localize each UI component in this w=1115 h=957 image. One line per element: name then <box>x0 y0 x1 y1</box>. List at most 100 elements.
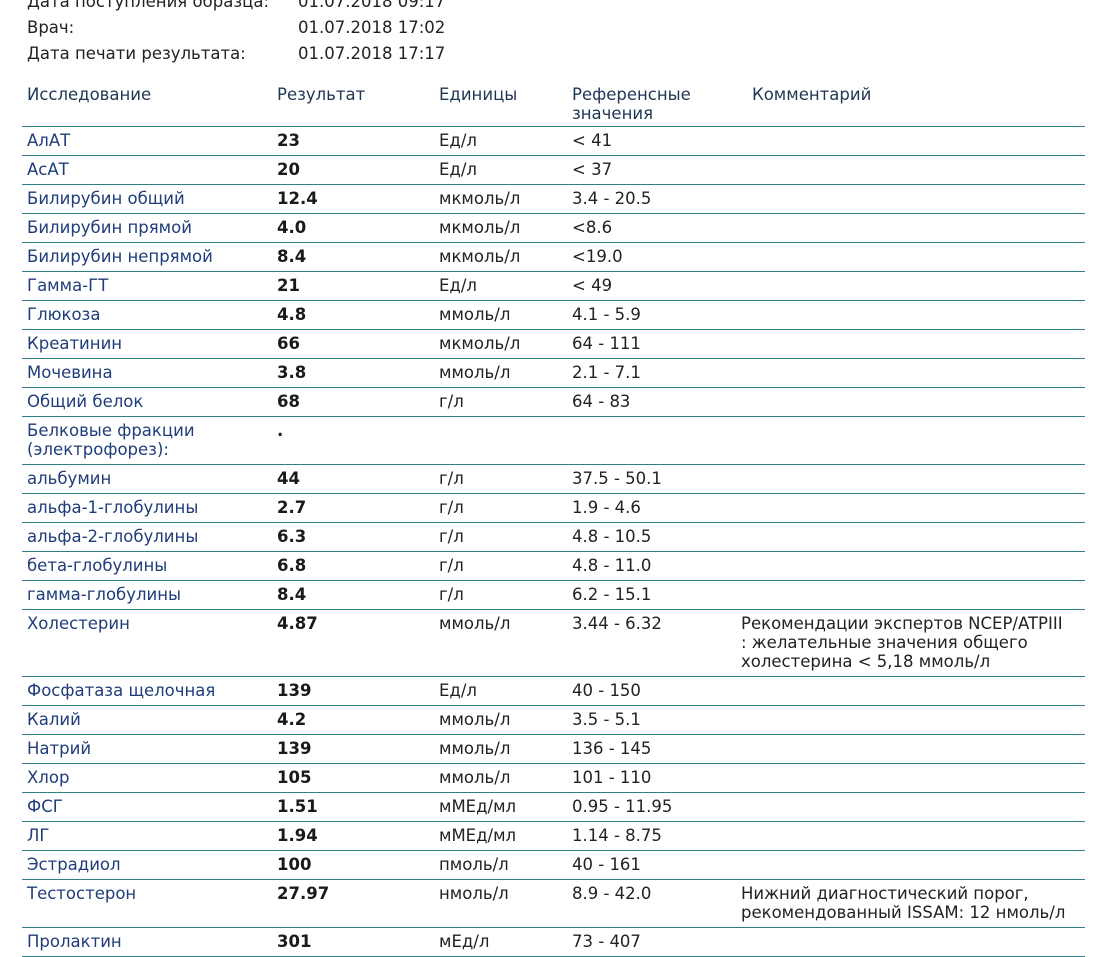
comment-cell <box>741 850 1085 880</box>
result-row: Фосфатаза щелочная 139 Ед/л 40 - 150 <box>22 676 1085 706</box>
field-value: 01.07.2018 17:02 <box>298 18 446 37</box>
test-name: Билирубин непрямой <box>22 242 277 272</box>
reference-range: 40 - 161 <box>572 850 741 880</box>
reference-range: 3.5 - 5.1 <box>572 705 741 735</box>
reference-range: 6.2 - 15.1 <box>572 580 741 610</box>
result-row: Хлор 105 ммоль/л 101 - 110 <box>22 763 1085 793</box>
result-value: 105 <box>277 763 439 793</box>
result-row: альфа-2-глобулины 6.3 г/л 4.8 - 10.5 <box>22 522 1085 552</box>
comment-cell <box>741 358 1085 388</box>
reference-range: <8.6 <box>572 213 741 243</box>
result-row: Гамма-ГТ 21 Ед/л < 49 <box>22 271 1085 301</box>
test-name: Тестостерон <box>22 879 277 928</box>
reference-range: 2.1 - 7.1 <box>572 358 741 388</box>
reference-range: 101 - 110 <box>572 763 741 793</box>
result-value: 4.8 <box>277 300 439 330</box>
result-row: Мочевина 3.8 ммоль/л 2.1 - 7.1 <box>22 358 1085 388</box>
test-name: альфа-2-глобулины <box>22 522 277 552</box>
reference-range: 64 - 111 <box>572 329 741 359</box>
result-value: 1.51 <box>277 792 439 822</box>
result-row: ЛГ 1.94 мМЕд/мл 1.14 - 8.75 <box>22 821 1085 851</box>
result-value: 12.4 <box>277 184 439 214</box>
field-label: Дата поступления образца: <box>27 0 269 11</box>
result-value: 139 <box>277 676 439 706</box>
units: ммоль/л <box>439 705 572 735</box>
result-value: 66 <box>277 329 439 359</box>
field-label: Врач: <box>27 18 75 37</box>
reference-range: 40 - 150 <box>572 676 741 706</box>
test-name: альбумин <box>22 464 277 494</box>
result-row: альбумин 44 г/л 37.5 - 50.1 <box>22 464 1085 494</box>
units: мкмоль/л <box>439 329 572 359</box>
result-row: бета-глобулины 6.8 г/л 4.8 - 11.0 <box>22 551 1085 581</box>
result-value: 8.4 <box>277 580 439 610</box>
result-value: 1.94 <box>277 821 439 851</box>
comment-cell <box>741 522 1085 552</box>
comment-cell <box>741 734 1085 764</box>
comment-cell: Нижний диагностический порог, рекомендова… <box>741 879 1085 928</box>
reference-range: 4.8 - 10.5 <box>572 522 741 552</box>
result-row: Билирубин общий 12.4 мкмоль/л 3.4 - 20.5 <box>22 184 1085 214</box>
test-name: Хлор <box>22 763 277 793</box>
units: ммоль/л <box>439 763 572 793</box>
column-header: Референсные значения <box>572 81 741 127</box>
reference-range: 3.44 - 6.32 <box>572 609 741 677</box>
result-row: Креатинин 66 мкмоль/л 64 - 111 <box>22 329 1085 359</box>
reference-range: 4.1 - 5.9 <box>572 300 741 330</box>
field-row: Дата поступления образца: 01.07.2018 09:1… <box>27 0 445 15</box>
field-value: 01.07.2018 17:17 <box>298 44 446 63</box>
comment-cell <box>741 271 1085 301</box>
column-header: Единицы <box>439 81 572 127</box>
field-label: Дата печати результата: <box>27 44 246 63</box>
header-row: Исследование Результат Единицы Референсные … <box>22 81 1085 127</box>
units: мкмоль/л <box>439 242 572 272</box>
reference-range: 8.9 - 42.0 <box>572 879 741 928</box>
units: г/л <box>439 464 572 494</box>
test-name: гамма-глобулины <box>22 580 277 610</box>
reference-range: 73 - 407 <box>572 927 741 957</box>
test-name: Креатинин <box>22 329 277 359</box>
test-name: альфа-1-глобулины <box>22 493 277 523</box>
result-value: 68 <box>277 387 439 417</box>
test-name: Гамма-ГТ <box>22 271 277 301</box>
units: Ед/л <box>439 126 572 156</box>
result-value: 139 <box>277 734 439 764</box>
test-name: ФСГ <box>22 792 277 822</box>
comment-line: Рекомендации экспертов NCEP/ATPIII <box>741 614 1063 633</box>
units: мМЕд/мл <box>439 821 572 851</box>
comment-cell <box>741 792 1085 822</box>
reference-range: 0.95 - 11.95 <box>572 792 741 822</box>
reference-range: <19.0 <box>572 242 741 272</box>
comment-line: холестерина < 5,18 ммоль/л <box>741 652 991 671</box>
reference-range: 1.9 - 4.6 <box>572 493 741 523</box>
test-name: ЛГ <box>22 821 277 851</box>
result-value: 2.7 <box>277 493 439 523</box>
comment-cell <box>741 493 1085 523</box>
units: ммоль/л <box>439 358 572 388</box>
units: нмоль/л <box>439 879 572 928</box>
comment-cell <box>741 676 1085 706</box>
results-table: Исследование Результат Единицы Референсные … <box>22 81 1085 957</box>
column-header: Исследование <box>22 81 277 127</box>
reference-range: 4.8 - 11.0 <box>572 551 741 581</box>
reference-range: < 49 <box>572 271 741 301</box>
result-row: гамма-глобулины 8.4 г/л 6.2 - 15.1 <box>22 580 1085 610</box>
result-value: 4.2 <box>277 705 439 735</box>
field-value: 01.07.2018 09:17 <box>298 0 446 11</box>
units: мМЕд/мл <box>439 792 572 822</box>
result-value: 27.97 <box>277 879 439 928</box>
test-name: АлАТ <box>22 126 277 156</box>
result-row: АлАТ 23 Ед/л < 41 <box>22 126 1085 156</box>
test-name: Билирубин общий <box>22 184 277 214</box>
result-row: Общий белок 68 г/л 64 - 83 <box>22 387 1085 417</box>
result-value: 4.0 <box>277 213 439 243</box>
result-value: 100 <box>277 850 439 880</box>
test-name: Натрий <box>22 734 277 764</box>
test-name: Холестерин <box>22 609 277 677</box>
comment-cell <box>741 821 1085 851</box>
result-row: альфа-1-глобулины 2.7 г/л 1.9 - 4.6 <box>22 493 1085 523</box>
reference-range: 1.14 - 8.75 <box>572 821 741 851</box>
result-row: Билирубин непрямой 8.4 мкмоль/л <19.0 <box>22 242 1085 272</box>
test-name: Мочевина <box>22 358 277 388</box>
